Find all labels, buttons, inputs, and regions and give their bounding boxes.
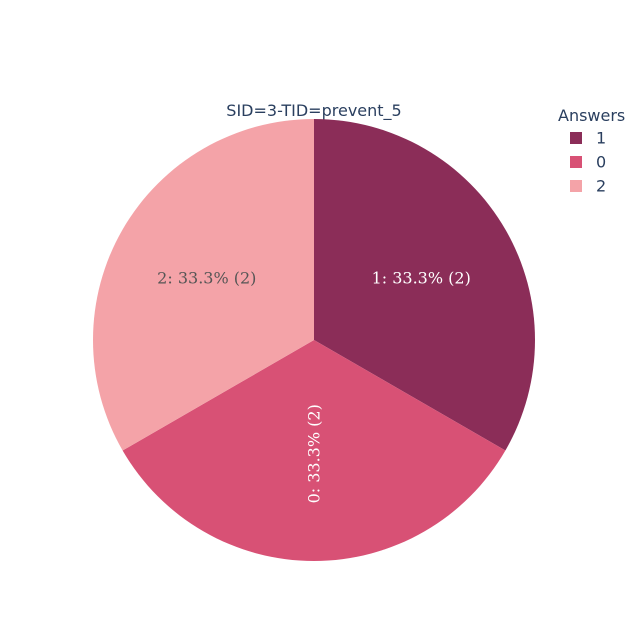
pie-slice-2[interactable] [93,119,314,451]
pie-slice-0[interactable] [122,340,506,561]
chart-title: SID=3-TID=prevent_5 [226,101,401,121]
legend-title: Answers [558,106,625,125]
pie-slice-label-0: 0: 33.3% (2) [305,404,324,503]
legend-item-0[interactable]: 0 [570,153,606,172]
legend-item-2[interactable]: 2 [570,177,606,196]
pie-slice-label-2: 2: 33.3% (2) [157,269,256,288]
legend-swatch-2 [570,180,582,192]
pie-slices [93,119,535,561]
legend-item-1[interactable]: 1 [570,129,606,148]
pie-slice-1[interactable] [314,119,535,451]
pie-slice-label-1: 1: 33.3% (2) [372,269,471,288]
legend-label-1: 1 [596,129,606,148]
legend-items: 1 0 2 [570,129,606,196]
legend-label-0: 0 [596,153,606,172]
legend-label-2: 2 [596,177,606,196]
legend-swatch-0 [570,156,582,168]
pie-slice-labels: 1: 33.3% (2) 0: 33.3% (2) 2: 33.3% (2) [157,269,471,504]
legend-swatch-1 [570,132,582,144]
legend[interactable]: Answers 1 0 2 [558,106,625,196]
